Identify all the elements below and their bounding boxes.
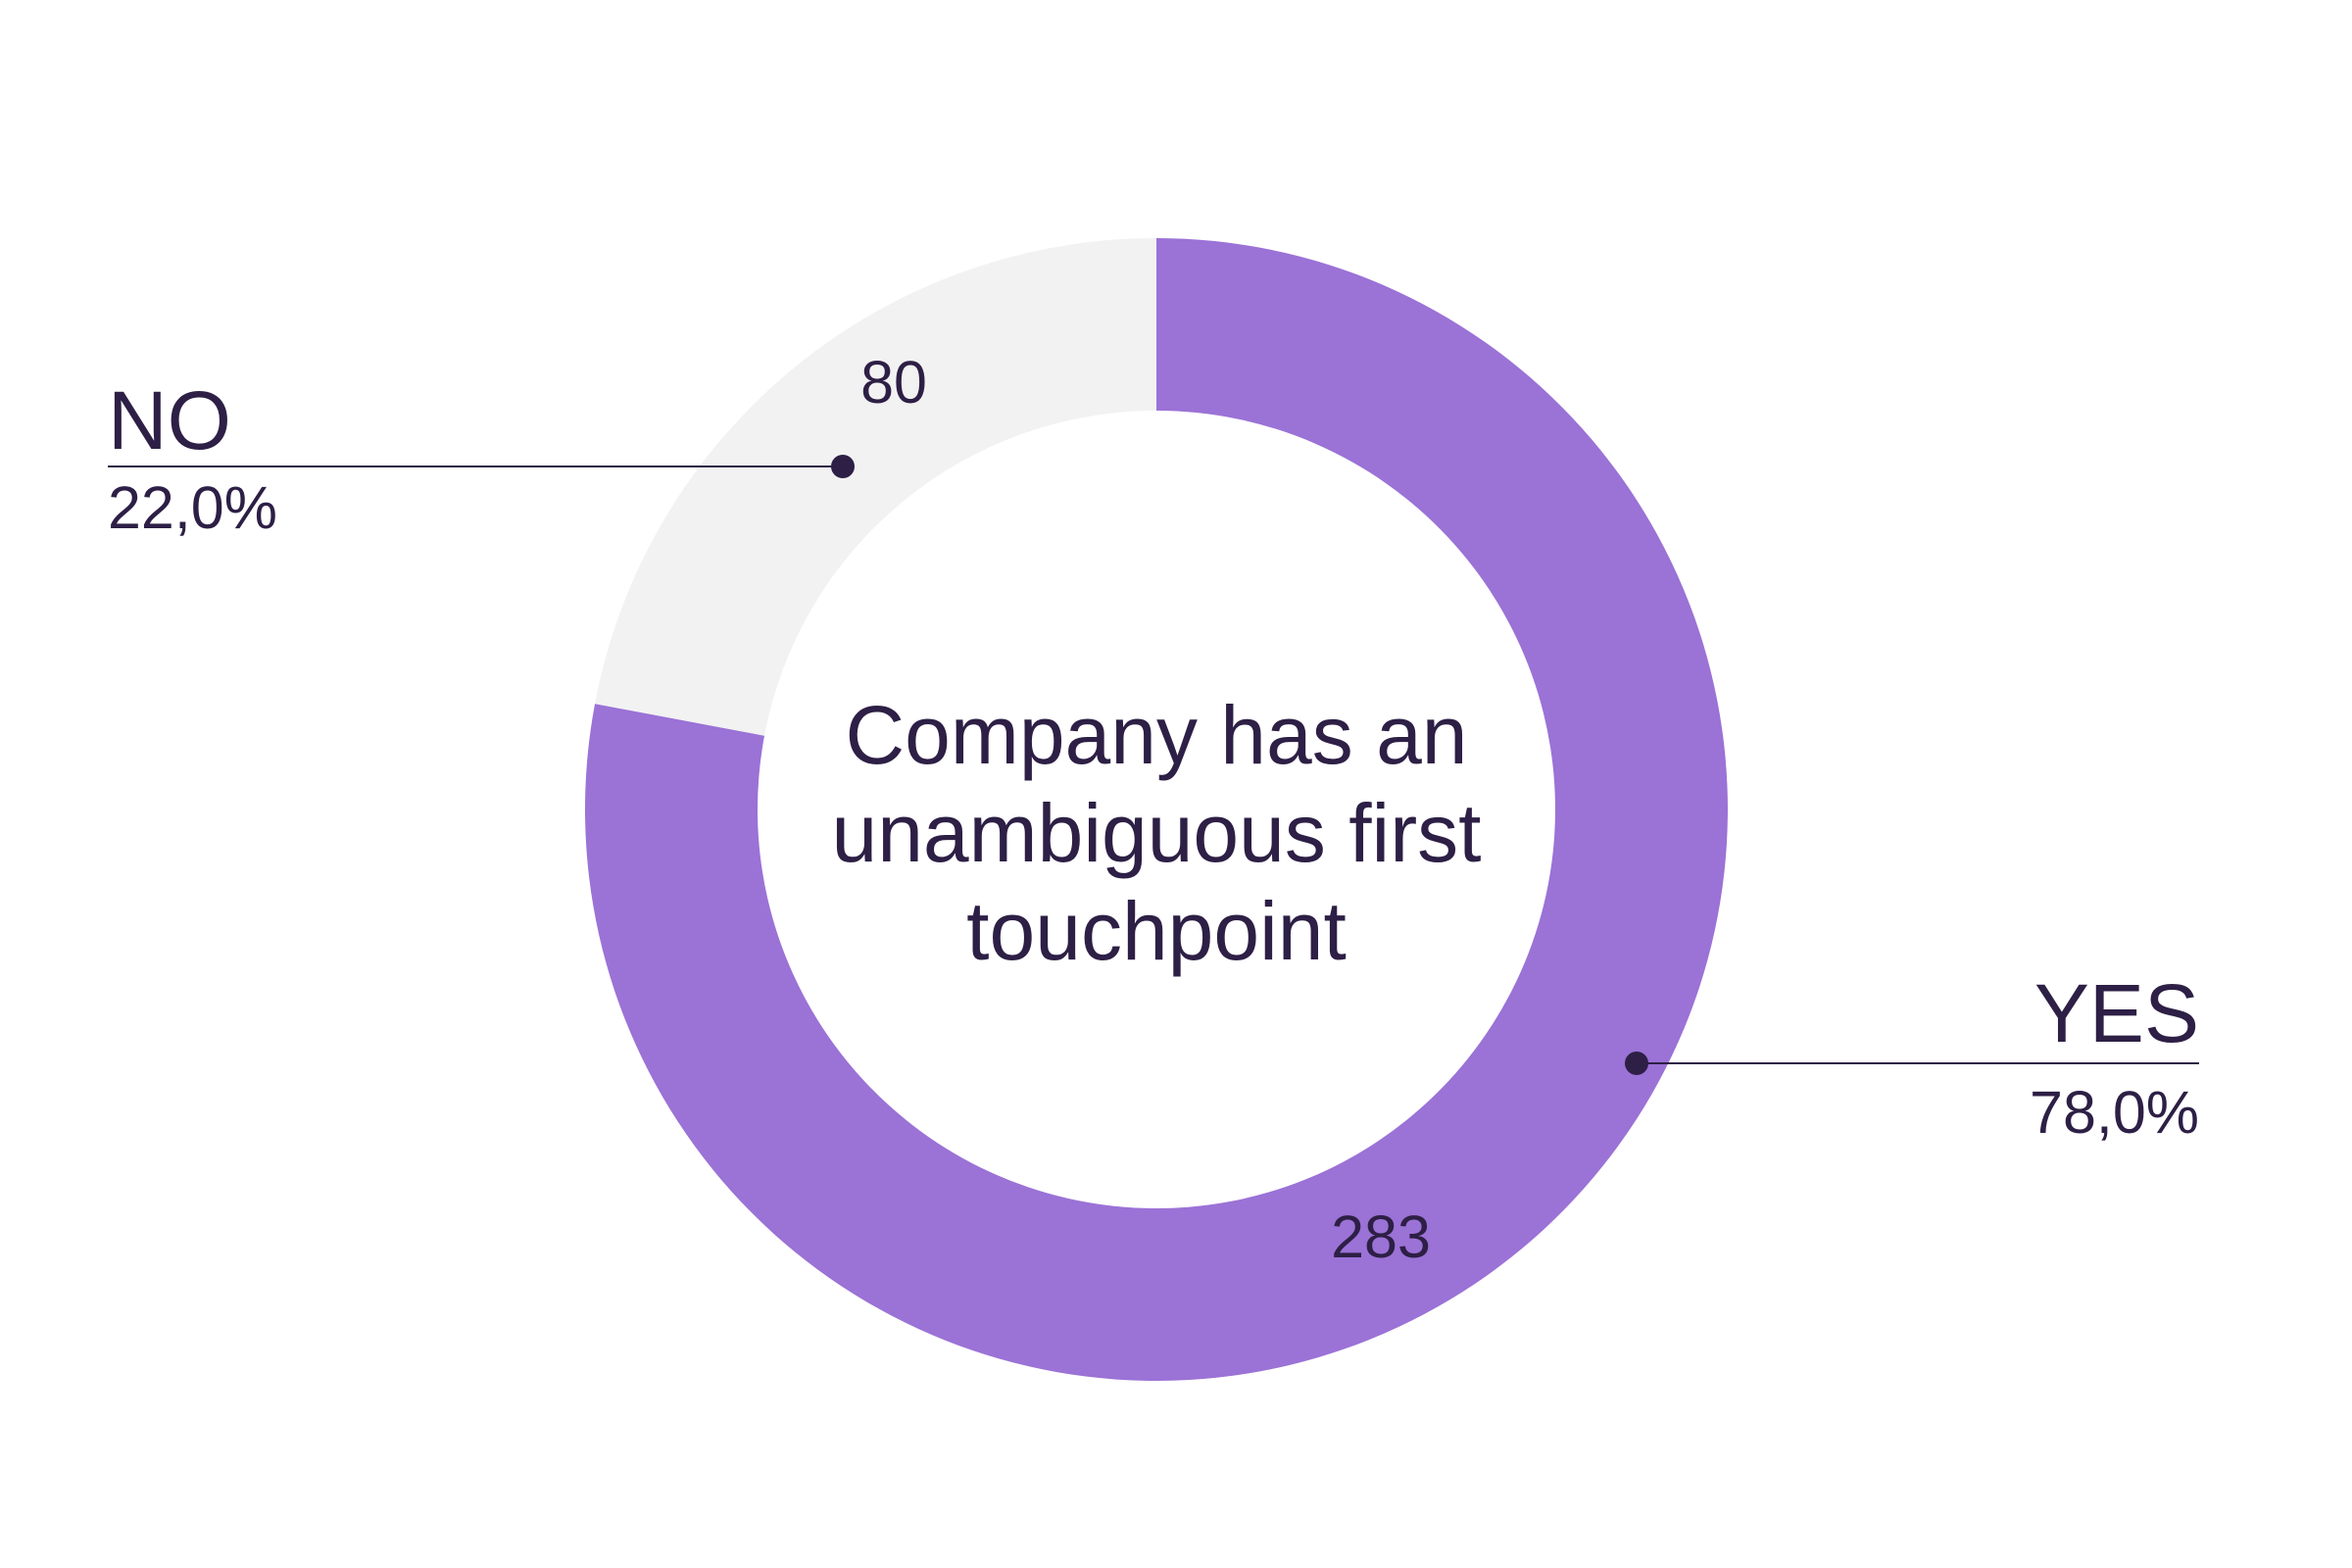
percent-label: 78,0% [2030,1079,2199,1146]
category-label: NO [108,374,231,466]
percent-label: 22,0% [108,474,277,541]
chart-title: Company has an unambiguous first touchpo… [831,689,1482,977]
category-label: YES [2034,967,2199,1059]
donut-slice [585,238,1729,1381]
value-label: 283 [1331,1203,1431,1270]
leader-dot [1625,1052,1648,1075]
leader-dot [831,455,855,478]
value-label: 80 [860,349,927,416]
donut-slice [595,237,1156,736]
